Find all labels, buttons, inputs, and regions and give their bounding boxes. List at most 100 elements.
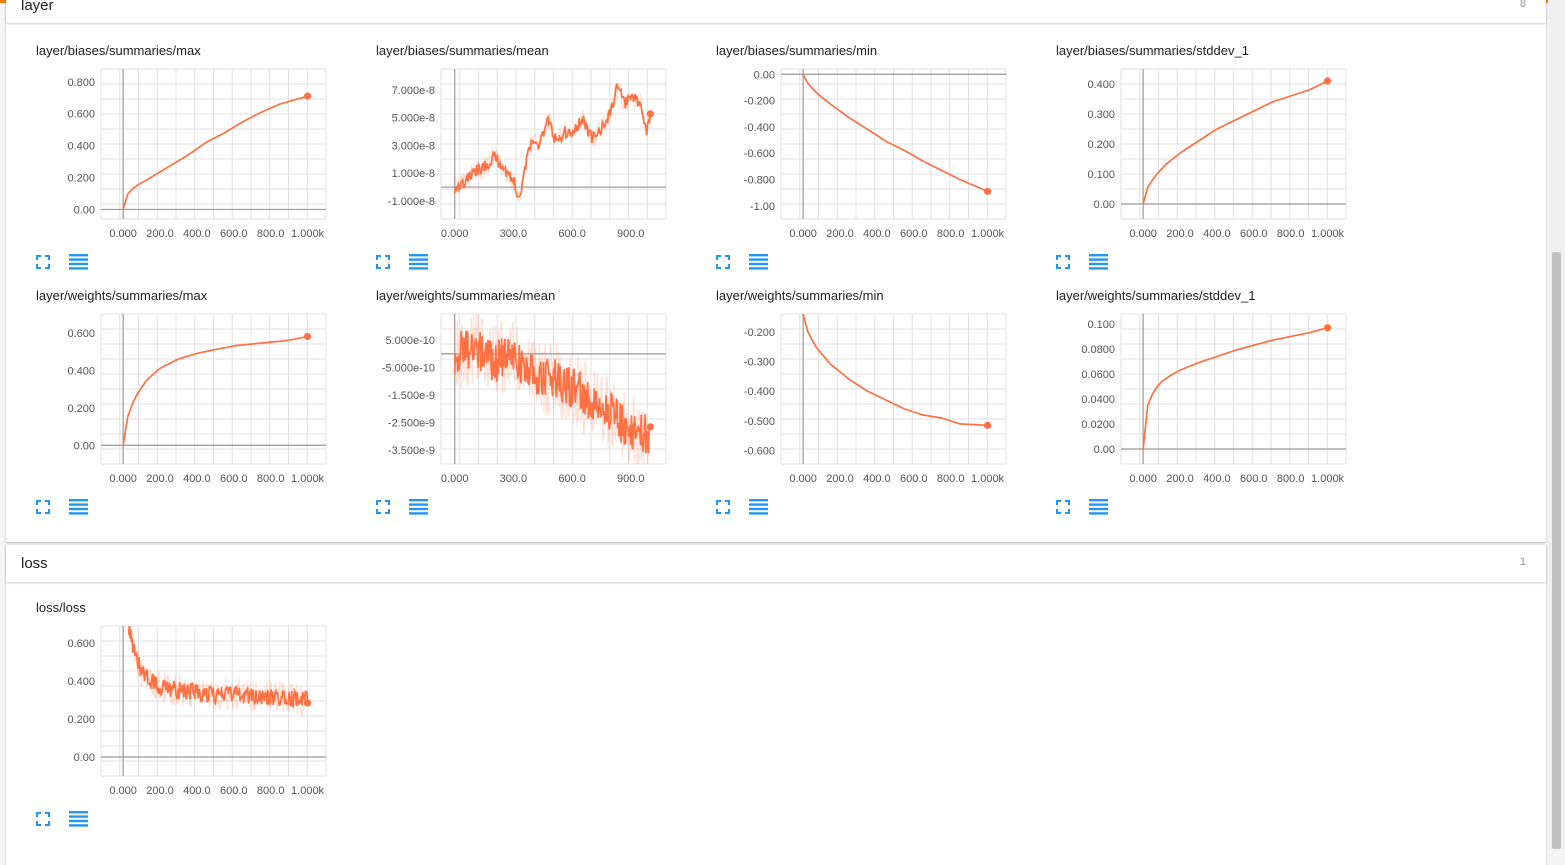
series-end-point [646,423,654,431]
x-tick-label: 300.0 [500,473,528,485]
y-tick-label: 0.200 [67,403,95,415]
line-chart[interactable]: -3.500e-9 -2.500e-9 -1.500e-9 -5.000e-10 5.0… [346,304,686,489]
fullscreen-icon[interactable] [36,500,50,519]
y-tick-label: 0.0600 [1081,369,1115,381]
series-end-point [1323,77,1332,85]
y-tick-label: -0.500 [744,416,775,428]
y-tick-label: 0.00 [74,752,95,764]
y-tick-label: 0.400 [67,141,95,153]
x-tick-label: 400.0 [1203,228,1231,240]
y-tick-label: -0.600 [744,148,775,160]
chart-grid [1120,313,1347,465]
fullscreen-icon[interactable] [716,255,730,274]
x-tick-label: 900.0 [617,473,645,485]
x-tick-label: 400.0 [183,473,211,485]
fullscreen-icon[interactable] [1056,255,1070,274]
x-tick-label: 600.0 [1240,473,1268,485]
series-line [127,626,309,709]
x-tick-label: 600.0 [558,228,586,240]
list-icon[interactable] [409,499,429,520]
x-tick-label: 0.000 [1129,228,1157,240]
y-tick-label: -0.600 [744,446,775,458]
section-header-loss[interactable]: loss 1 [6,545,1546,582]
chart-card: layer/weights/summaries/min -0.600 -0.500… [686,288,1026,523]
y-tick-label: -2.500e-9 [388,418,435,430]
line-chart[interactable]: 0.00 0.200 0.400 0.600 0.000 200.0 400.0 600.0 8… [6,616,346,801]
series-raw-line [454,82,651,202]
chart-card: layer/biases/summaries/min -1.00 -0.800 -0… [686,43,1026,278]
x-tick-label: 0.000 [1129,473,1157,485]
line-chart[interactable]: -0.600 -0.500 -0.400 -0.300 -0.200 0.000 200.0… [686,304,1026,489]
x-tick-label: 0.000 [109,473,137,485]
x-tick-label: 400.0 [863,473,891,485]
list-icon[interactable] [749,254,769,275]
x-tick-label: 200.0 [146,228,174,240]
chart-title: layer/weights/summaries/stddev_1 [1056,288,1256,303]
chart-grid [440,68,667,220]
fullscreen-icon[interactable] [376,500,390,519]
series-raw-line [128,626,309,717]
series-line [1142,80,1328,205]
fullscreen-icon[interactable] [716,500,730,519]
y-tick-label: 0.200 [67,173,95,185]
x-tick-label: 600.0 [220,785,248,797]
series-line [802,73,988,193]
line-chart[interactable]: -1.000e-8 1.000e-8 3.000e-8 5.000e-8 7.000e-… [346,59,686,244]
list-icon[interactable] [749,499,769,520]
list-icon[interactable] [1089,254,1109,275]
chart-card: layer/biases/summaries/stddev_1 0.00 0.10… [1026,43,1366,278]
y-tick-label: 0.100 [1087,169,1115,181]
y-tick-label: 5.000e-10 [385,335,435,347]
y-tick-label: 3.000e-8 [392,140,435,152]
chart-grid [1120,68,1347,220]
x-tick-label: 600.0 [220,228,248,240]
x-tick-label: 0.000 [109,228,137,240]
y-tick-label: 0.600 [67,109,95,121]
line-chart[interactable]: 0.00 0.200 0.400 0.600 0.800 0.000 200.0 400.0 6… [6,59,346,244]
fullscreen-icon[interactable] [376,255,390,274]
x-tick-label: 200.0 [826,473,854,485]
section-title: loss [21,555,48,572]
x-tick-label: 0.000 [441,228,469,240]
chart-card: layer/weights/summaries/max 0.00 0.200 0.4… [6,288,346,523]
list-icon[interactable] [409,254,429,275]
y-tick-label: 0.200 [67,714,95,726]
fullscreen-icon[interactable] [36,255,50,274]
y-tick-label: 1.000e-8 [392,168,435,180]
list-icon[interactable] [69,811,89,832]
section-header-layer[interactable]: layer 8 [6,0,1546,23]
y-tick-label: -0.400 [744,122,775,134]
y-tick-label: 0.400 [67,676,95,688]
vertical-scrollbar[interactable] [1548,0,1565,849]
fullscreen-icon[interactable] [1056,500,1070,519]
list-icon[interactable] [1089,499,1109,520]
y-tick-label: 0.00 [1094,444,1115,456]
x-tick-label: 600.0 [558,473,586,485]
x-tick-label: 0.000 [441,473,469,485]
list-icon[interactable] [69,254,89,275]
line-chart[interactable]: 0.00 0.100 0.200 0.300 0.400 0.000 200.0 400.0 6… [1026,59,1366,244]
y-tick-label: -0.200 [744,327,775,339]
series-line [802,314,988,427]
line-chart[interactable]: -1.00 -0.800 -0.600 -0.400 -0.200 0.00 0.000 20… [686,59,1026,244]
y-tick-label: 0.600 [67,638,95,650]
section-loss: loss 1 [6,545,1546,865]
x-tick-label: 200.0 [826,228,854,240]
section-count: 1 [1519,556,1526,568]
x-tick-label: 600.0 [220,473,248,485]
x-tick-label: 200.0 [1166,473,1194,485]
scrollbar-thumb[interactable] [1552,252,1561,849]
list-icon[interactable] [69,499,89,520]
series-line [453,330,652,454]
y-tick-label: 0.0400 [1081,394,1115,406]
x-tick-label: 600.0 [900,473,928,485]
line-chart[interactable]: 0.00 0.0200 0.0400 0.0600 0.0800 0.100 0.000 20… [1026,304,1366,489]
fullscreen-icon[interactable] [36,812,50,831]
x-tick-label: 600.0 [900,228,928,240]
x-tick-label: 800.0 [257,473,285,485]
x-tick-label: 0.000 [109,785,137,797]
series-line [1142,326,1328,450]
line-chart[interactable]: 0.00 0.200 0.400 0.600 0.000 200.0 400.0 600.0 8… [6,304,346,489]
chart-title: layer/biases/summaries/max [36,43,201,58]
x-tick-label: 1.000k [1311,473,1345,485]
